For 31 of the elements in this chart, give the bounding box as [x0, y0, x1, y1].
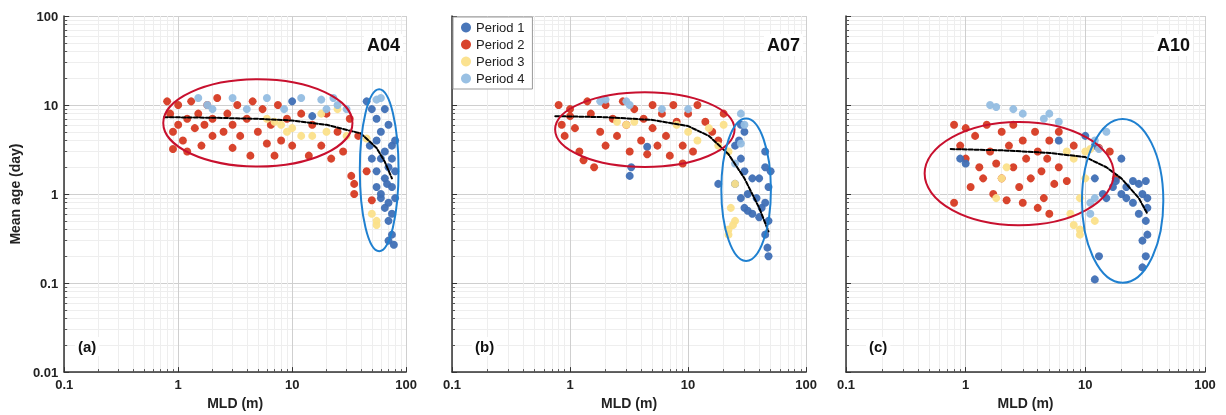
x-tick-label: 0.1: [55, 377, 74, 393]
annotation: (c): [869, 338, 888, 355]
annotation: (a): [78, 338, 97, 355]
x-tick-label: 10: [284, 377, 300, 393]
x-tick-label: 1: [174, 377, 182, 393]
legend-label: Period 4: [476, 71, 525, 86]
text: A04: [366, 35, 401, 55]
x-tick-label: 10: [680, 377, 696, 393]
y-tick-label: 0.1: [40, 275, 59, 291]
x-axis-title: MLD (m): [601, 395, 658, 411]
y-axis-title: Mean age (day): [7, 143, 23, 245]
text: A10: [1156, 35, 1191, 55]
x-tick-label: 10: [1078, 377, 1093, 393]
x-tick-label: 0.1: [442, 377, 462, 393]
x-tick-label: 100: [395, 377, 418, 393]
y-tick-label: 10: [43, 97, 59, 113]
legend-label: Period 3: [476, 54, 525, 69]
legend-label: Period 2: [476, 37, 525, 52]
x-tick-label: 100: [795, 377, 818, 393]
x-axis-title: MLD (m): [207, 395, 264, 411]
y-tick-label: 0.01: [32, 364, 59, 380]
annotation: (b): [475, 338, 495, 355]
legend-label: Period 1: [476, 20, 525, 35]
text: A07: [766, 35, 801, 55]
x-tick-label: 1: [962, 377, 970, 393]
x-tick-label: 100: [1194, 377, 1216, 393]
x-tick-label: 1: [566, 377, 574, 393]
x-tick-label: 0.1: [836, 377, 856, 393]
y-tick-label: 1: [50, 186, 59, 202]
x-axis-title: MLD (m): [997, 395, 1054, 411]
y-tick-label: 100: [36, 8, 59, 24]
